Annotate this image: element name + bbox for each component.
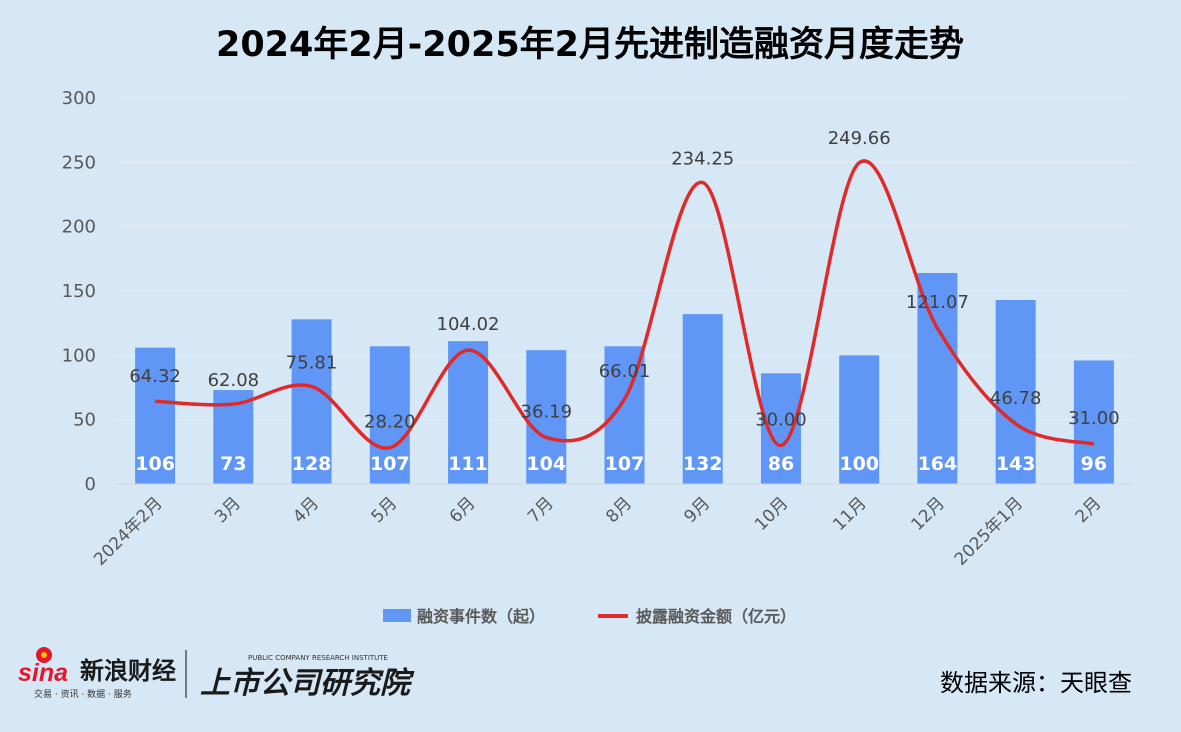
institute-english: PUBLIC COMPANY RESEARCH INSTITUTE bbox=[248, 654, 388, 662]
bar-value-label: 73 bbox=[220, 453, 246, 475]
line-value-label: 64.32 bbox=[129, 366, 181, 387]
x-tick-label: 3月 bbox=[211, 493, 245, 527]
line-value-label: 234.25 bbox=[671, 149, 734, 170]
bar-value-label: 132 bbox=[683, 453, 723, 475]
y-tick-label: 50 bbox=[73, 410, 96, 431]
bar-value-label: 96 bbox=[1081, 453, 1107, 475]
bar-value-label: 106 bbox=[135, 453, 175, 475]
bar-value-label: 164 bbox=[918, 453, 958, 475]
sina-logo: sina 新浪财经 交易 · 资讯 · 数据 · 服务 bbox=[18, 647, 176, 700]
x-tick-label: 5月 bbox=[368, 493, 402, 527]
x-tick-label: 2024年2月 bbox=[90, 493, 166, 569]
y-axis: 0 50 100 150 200 250 300 bbox=[62, 88, 96, 495]
x-tick-label: 4月 bbox=[289, 493, 323, 527]
sina-finance-label: 新浪财经 bbox=[80, 657, 176, 685]
x-tick-label: 2月 bbox=[1072, 493, 1106, 527]
x-tick-label: 2025年1月 bbox=[951, 493, 1027, 569]
line-value-label: 66.01 bbox=[599, 361, 651, 382]
bar-value-label: 128 bbox=[292, 453, 332, 475]
x-tick-label: 6月 bbox=[446, 493, 480, 527]
legend-bar-swatch bbox=[383, 609, 411, 622]
sina-wordmark: sina bbox=[18, 659, 68, 687]
bar bbox=[526, 350, 567, 484]
bar-value-label: 143 bbox=[996, 453, 1036, 475]
bar bbox=[448, 341, 489, 484]
legend-line-label: 披露融资金额（亿元） bbox=[636, 607, 796, 626]
bar bbox=[291, 319, 332, 484]
line-value-label: 75.81 bbox=[286, 352, 338, 373]
bar bbox=[839, 355, 880, 484]
line-value-label: 249.66 bbox=[828, 128, 891, 149]
y-tick-label: 250 bbox=[62, 152, 96, 173]
y-tick-label: 200 bbox=[62, 217, 96, 238]
y-tick-label: 300 bbox=[62, 88, 96, 109]
x-tick-label: 12月 bbox=[907, 493, 948, 534]
bar bbox=[369, 346, 410, 484]
legend-bar-label: 融资事件数（起） bbox=[417, 607, 545, 626]
bar-value-label: 111 bbox=[448, 453, 488, 475]
bar bbox=[135, 347, 176, 484]
bar-value-label: 86 bbox=[768, 453, 794, 475]
line-path bbox=[155, 159, 1095, 450]
line-value-label: 30.00 bbox=[755, 409, 807, 430]
line-value-label: 31.00 bbox=[1068, 408, 1120, 429]
x-axis: 2024年2月 3月 4月 5月 6月 7月 8月 9月 10月 11月 12月 2025年1月 2月 bbox=[90, 483, 1133, 570]
line-series: 64.32 62.08 75.81 28.20 104.02 36.19 66.01 234.… bbox=[129, 128, 1120, 450]
bar bbox=[917, 272, 958, 484]
line-value-label: 62.08 bbox=[208, 370, 260, 391]
sina-eye-pupil bbox=[41, 652, 47, 658]
bar-value-label: 104 bbox=[526, 453, 566, 475]
x-tick-label: 8月 bbox=[602, 493, 636, 527]
bar-value-label: 107 bbox=[370, 453, 410, 475]
chart-title: 2024年2月-2025年2月先进制造融资月度走势 bbox=[216, 25, 964, 65]
data-source: 数据来源：天眼查 bbox=[940, 669, 1132, 697]
bar-value-label: 107 bbox=[605, 453, 645, 475]
bar-value-label: 100 bbox=[839, 453, 879, 475]
bar bbox=[995, 300, 1036, 484]
x-tick-label: 7月 bbox=[524, 493, 558, 527]
sina-tagline: 交易 · 资讯 · 数据 · 服务 bbox=[34, 688, 132, 700]
footer: sina 新浪财经 交易 · 资讯 · 数据 · 服务 PUBLIC COMPA… bbox=[18, 647, 1132, 701]
line-value-label: 36.19 bbox=[521, 401, 573, 422]
bar bbox=[1073, 360, 1114, 484]
line-value-label: 104.02 bbox=[437, 314, 500, 335]
y-tick-label: 100 bbox=[62, 345, 96, 366]
y-tick-label: 0 bbox=[85, 474, 96, 495]
bar bbox=[682, 314, 723, 484]
line-value-label: 121.07 bbox=[906, 292, 969, 313]
institute-logo-text: 上市公司研究院 bbox=[200, 666, 415, 701]
bar-series: 106 73 128 107 111 104 107 132 86 100 164 143 96 bbox=[135, 272, 1114, 484]
x-tick-label: 11月 bbox=[829, 493, 870, 534]
y-tick-label: 150 bbox=[62, 281, 96, 302]
line-value-label: 46.78 bbox=[990, 388, 1042, 409]
line-value-label: 28.20 bbox=[364, 412, 416, 433]
legend: 融资事件数（起） 披露融资金额（亿元） bbox=[383, 607, 796, 626]
x-tick-label: 9月 bbox=[680, 493, 714, 527]
x-tick-label: 10月 bbox=[751, 493, 792, 534]
